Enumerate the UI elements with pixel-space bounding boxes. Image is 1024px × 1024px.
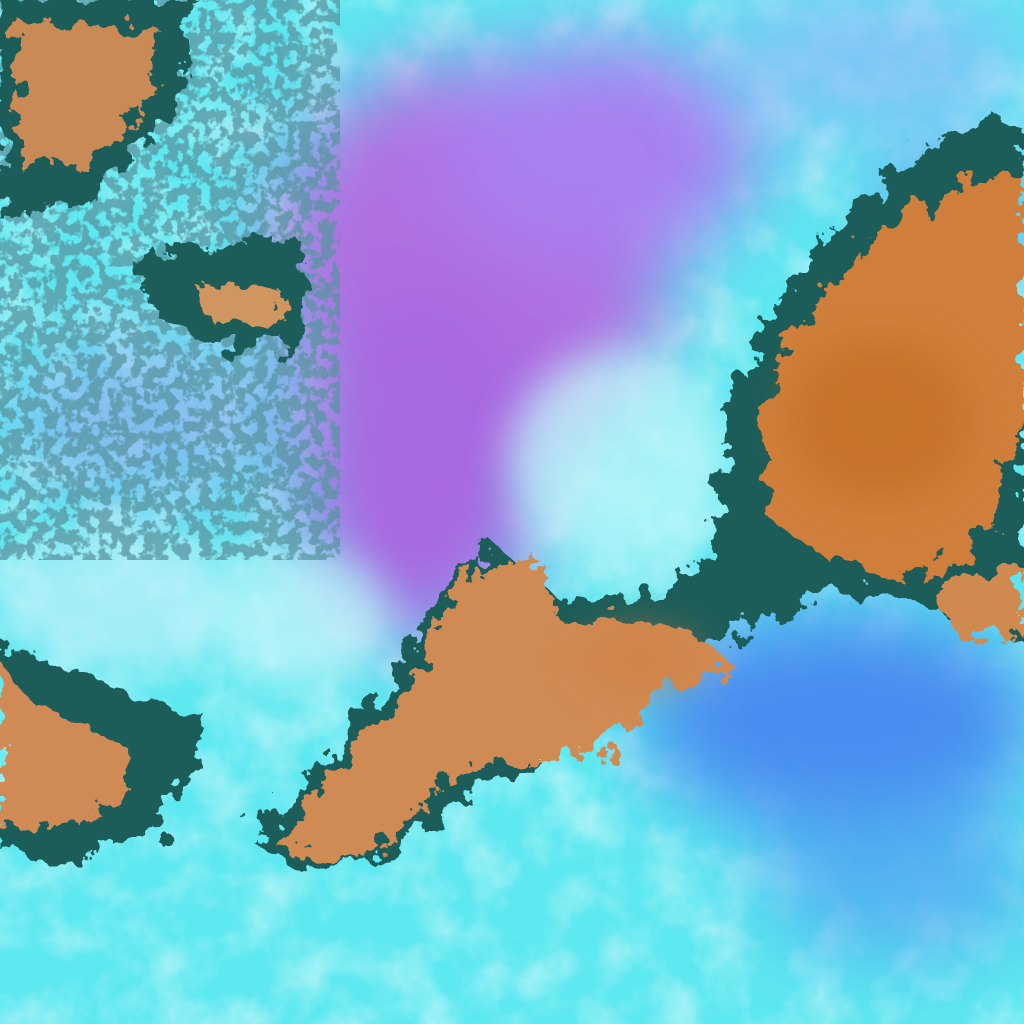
orange-cloud-core [580, 340, 970, 690]
bright-cloud [0, 350, 730, 690]
